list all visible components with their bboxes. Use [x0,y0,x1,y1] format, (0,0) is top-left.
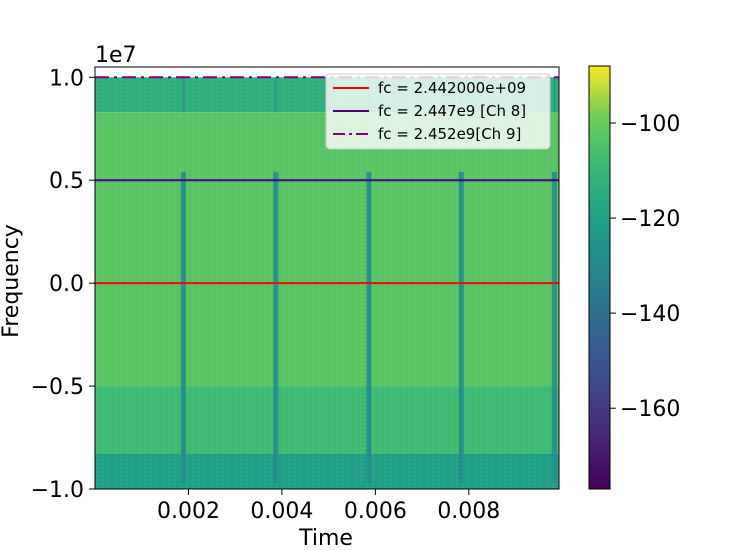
y-tick-label: −1.0 [31,478,84,503]
legend-label: fc = 2.442000e+09 [378,79,526,97]
colorbar-tick-label: −140 [620,302,680,327]
x-axis-label: Time [298,526,353,550]
colorbar-gradient [588,65,611,490]
x-tick-label: 0.008 [437,499,500,524]
legend: fc = 2.442000e+09 fc = 2.447e9 [Ch 8] fc =… [325,73,551,150]
colorbar-ticks: −100 −120 −140 −160 [610,112,680,422]
plot-area [95,67,559,489]
colorbar-tick-label: −120 [620,207,680,232]
y-tick-label: 0.0 [49,272,84,297]
x-tick-label: 0.002 [157,499,220,524]
y-axis-ticks: 1.0 0.5 0.0 −0.5 −1.0 [31,66,95,503]
plot-frame [94,66,560,490]
legend-box [325,73,551,150]
colorbar-tick-label: −160 [620,397,680,422]
x-tick-label: 0.004 [250,499,313,524]
legend-items: fc = 2.442000e+09 fc = 2.447e9 [Ch 8] fc =… [333,79,526,143]
x-tick-label: 0.006 [344,499,407,524]
y-tick-label: 0.5 [49,169,84,194]
y-axis-label: Frequency [0,224,24,338]
legend-label: fc = 2.447e9 [Ch 8] [378,102,526,120]
y-tick-label: −0.5 [31,375,84,400]
y-offset-label: 1e7 [95,43,137,68]
colorbar-tick-label: −100 [620,112,680,137]
colorbar: −100 −120 −140 −160 [588,65,680,490]
x-axis-ticks: 0.002 0.004 0.006 0.008 [157,489,500,524]
y-tick-label: 1.0 [49,66,84,91]
legend-label: fc = 2.452e9[Ch 9] [378,125,521,143]
